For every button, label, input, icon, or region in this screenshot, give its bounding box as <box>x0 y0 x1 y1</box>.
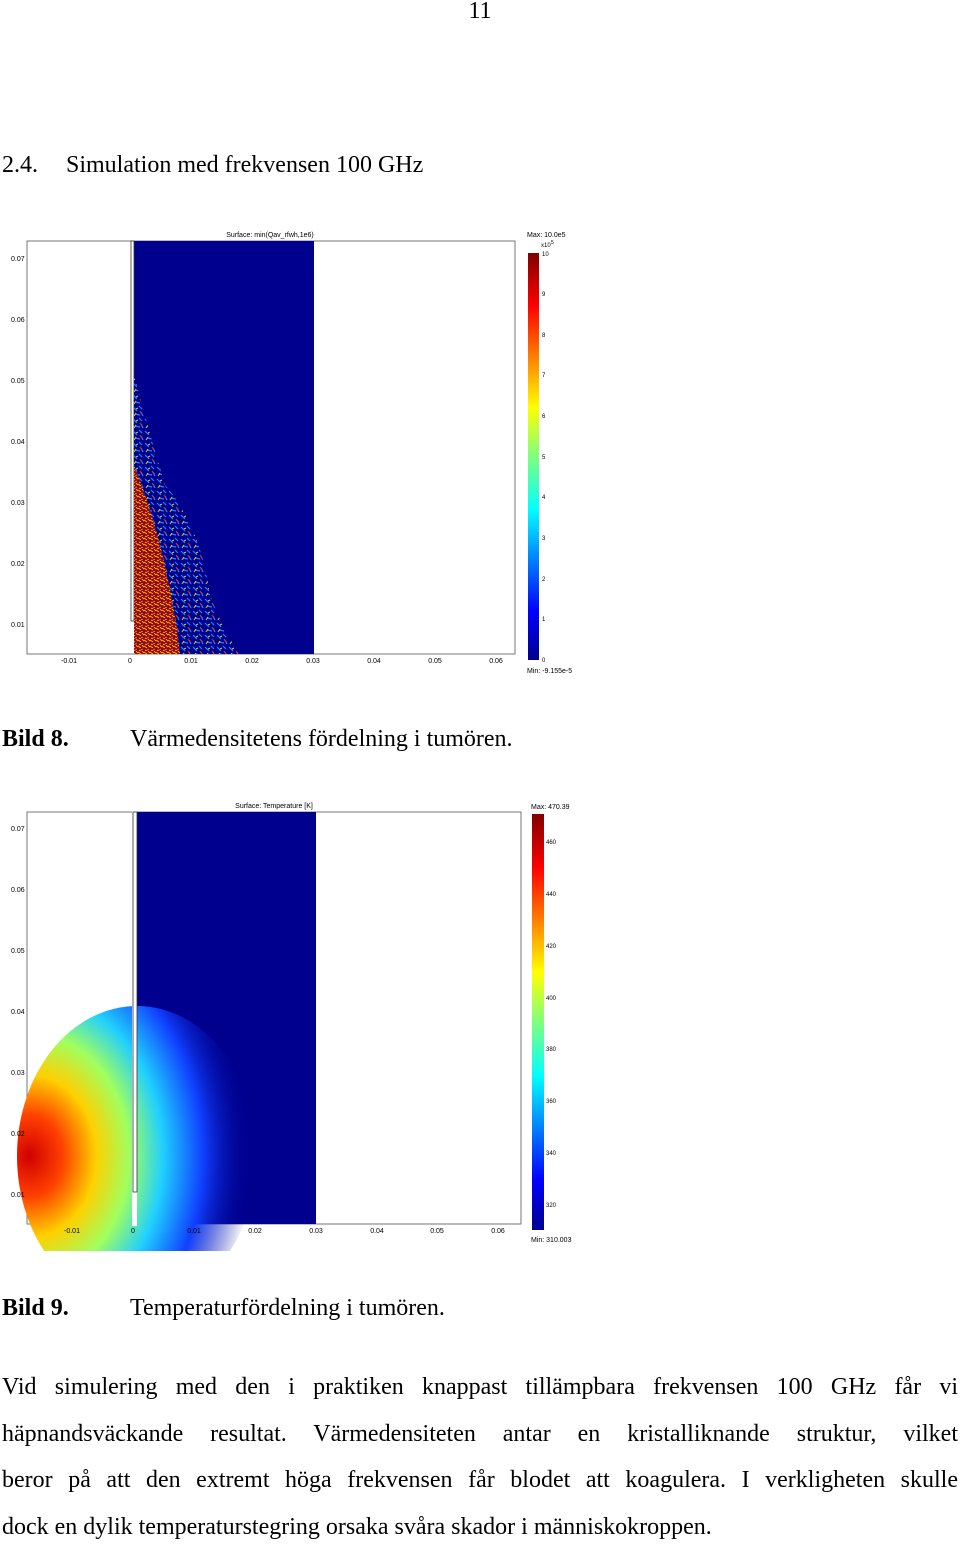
svg-text:3: 3 <box>542 536 546 542</box>
probe-boundary <box>131 241 134 621</box>
svg-text:0.02: 0.02 <box>248 1228 262 1235</box>
svg-text:0.06: 0.06 <box>489 658 503 665</box>
svg-text:0.03: 0.03 <box>11 1070 25 1077</box>
figure-bild9-plot: Surface: Temperature [K] 0.07 0.06 0.05 … <box>0 796 600 1251</box>
svg-text:0.07: 0.07 <box>11 256 25 263</box>
caption-label: Bild 9. <box>2 1295 130 1322</box>
svg-text:0.07: 0.07 <box>11 826 25 833</box>
svg-text:400: 400 <box>546 996 557 1002</box>
colorbar-exponent-base: x10 <box>541 243 551 249</box>
svg-text:0.06: 0.06 <box>11 887 25 894</box>
svg-text:0.03: 0.03 <box>309 1228 323 1235</box>
svg-text:0.05: 0.05 <box>430 1228 444 1235</box>
svg-text:0.04: 0.04 <box>370 1228 384 1235</box>
svg-text:8: 8 <box>542 333 546 339</box>
svg-text:0.01: 0.01 <box>11 622 25 629</box>
svg-text:0.05: 0.05 <box>11 378 25 385</box>
svg-text:460: 460 <box>546 840 557 846</box>
svg-text:0.02: 0.02 <box>11 561 25 568</box>
svg-text:0: 0 <box>131 1228 135 1235</box>
svg-text:0: 0 <box>542 658 546 664</box>
svg-text:1: 1 <box>542 617 546 623</box>
svg-text:0.02: 0.02 <box>11 1131 25 1138</box>
section-number: 2.4. <box>2 152 66 179</box>
svg-text:2: 2 <box>542 577 546 583</box>
x-axis: -0.01 0 0.01 0.02 0.03 0.04 0.05 0.06 <box>61 658 503 665</box>
svg-text:360: 360 <box>546 1099 557 1105</box>
colorbar <box>532 814 544 1230</box>
figure-bild8-plot: Surface: min(Qav_rfwh,1e6) 0.07 0.06 0.0… <box>0 225 600 680</box>
caption-bild8: Bild 8.Värmedensitetens fördelning i tum… <box>2 726 513 753</box>
caption-label: Bild 8. <box>2 726 130 753</box>
svg-text:-0.01: -0.01 <box>64 1228 80 1235</box>
caption-text: Värmedensitetens fördelning i tumören. <box>130 726 513 752</box>
svg-text:6: 6 <box>542 414 546 420</box>
svg-text:0: 0 <box>128 658 132 665</box>
probe-boundary <box>133 812 137 1192</box>
caption-text: Temperaturfördelning i tumören. <box>130 1295 445 1321</box>
max-label: Max: 470.39 <box>531 804 570 811</box>
plot-title: Surface: Temperature [K] <box>235 803 313 810</box>
plot-title: Surface: min(Qav_rfwh,1e6) <box>226 232 314 239</box>
svg-text:9: 9 <box>542 292 546 298</box>
svg-text:440: 440 <box>546 892 557 898</box>
y-axis: 0.07 0.06 0.05 0.04 0.03 0.02 0.01 <box>11 256 25 629</box>
min-label: Min: 310.003 <box>531 1237 572 1244</box>
colorbar <box>528 253 539 660</box>
svg-text:0.01: 0.01 <box>184 658 198 665</box>
max-label: Max: 10.0e5 <box>527 232 566 239</box>
svg-text:0.04: 0.04 <box>11 1009 25 1016</box>
svg-text:0.06: 0.06 <box>491 1228 505 1235</box>
svg-text:4: 4 <box>542 495 546 501</box>
paragraph-line: dock en dylik temperaturstegring orsaka … <box>2 1504 958 1550</box>
svg-text:380: 380 <box>546 1047 557 1053</box>
colorbar-ticks: 460 440 420 400 380 360 340 320 <box>546 840 557 1209</box>
svg-text:5: 5 <box>542 455 546 461</box>
min-label: Min: -9.155e-5 <box>527 668 572 675</box>
paragraph-line: beror på att den extremt höga frekvensen… <box>2 1457 958 1504</box>
section-title: Simulation med frekvensen 100 GHz <box>66 152 423 178</box>
page-number: 11 <box>0 0 960 25</box>
body-paragraph: Vid simulering med den i praktiken knapp… <box>2 1364 958 1550</box>
svg-text:0.04: 0.04 <box>11 439 25 446</box>
svg-text:0.03: 0.03 <box>11 500 25 507</box>
svg-text:420: 420 <box>546 944 557 950</box>
svg-text:0.04: 0.04 <box>367 658 381 665</box>
colorbar-ticks: 10 9 8 7 6 5 4 3 2 1 0 <box>542 252 549 664</box>
svg-text:0.03: 0.03 <box>306 658 320 665</box>
svg-text:0.05: 0.05 <box>428 658 442 665</box>
svg-text:0.05: 0.05 <box>11 948 25 955</box>
section-heading: 2.4.Simulation med frekvensen 100 GHz <box>2 152 423 179</box>
paragraph-line: Vid simulering med den i praktiken knapp… <box>2 1364 958 1411</box>
svg-text:10: 10 <box>542 252 549 258</box>
colorbar-exponent-power: 5 <box>551 240 554 246</box>
x-axis: -0.01 0 0.01 0.02 0.03 0.04 0.05 0.06 <box>64 1228 505 1235</box>
svg-text:320: 320 <box>546 1203 557 1209</box>
paragraph-line: häpnandsväckande resultat. Värmedensitet… <box>2 1411 958 1458</box>
svg-text:0.01: 0.01 <box>11 1192 25 1199</box>
svg-text:340: 340 <box>546 1151 557 1157</box>
svg-text:0.01: 0.01 <box>187 1228 201 1235</box>
svg-text:0.02: 0.02 <box>245 658 259 665</box>
svg-text:7: 7 <box>542 373 546 379</box>
svg-text:-0.01: -0.01 <box>61 658 77 665</box>
caption-bild9: Bild 9.Temperaturfördelning i tumören. <box>2 1295 445 1322</box>
svg-text:0.06: 0.06 <box>11 317 25 324</box>
